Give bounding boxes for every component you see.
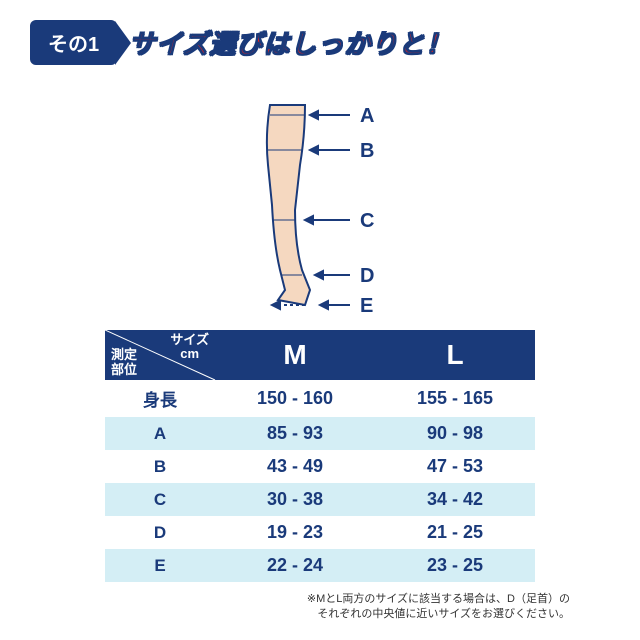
cell-l: 23 - 25: [375, 549, 535, 582]
cell-m: 19 - 23: [215, 516, 375, 549]
row-label: D: [105, 516, 215, 549]
page-title: サイズ選びはしっかりと！: [129, 24, 452, 61]
row-label: E: [105, 549, 215, 582]
header-row: その1 サイズ選びはしっかりと！: [30, 20, 610, 65]
measurement-labels: A B C D E: [360, 105, 374, 315]
cell-l: 34 - 42: [375, 483, 535, 516]
diagonal-line: [105, 330, 405, 480]
size-table-wrap: サイズ cm 測定部位 M L 身長 150 - 160 155 - 165 A…: [30, 330, 610, 582]
leg-diagram: A B C D E: [30, 95, 610, 315]
footnote-line1: ※MとL両方のサイズに該当する場合は、D（足首）の: [307, 593, 570, 605]
label-b: B: [360, 140, 374, 162]
label-e: E: [360, 295, 373, 315]
table-row: C 30 - 38 34 - 42: [105, 483, 535, 516]
cell-l: 21 - 25: [375, 516, 535, 549]
corner-bottom-label: 測定部位: [111, 348, 137, 377]
table-header-row: サイズ cm 測定部位 M L: [105, 330, 535, 380]
label-d: D: [360, 265, 374, 287]
row-label: C: [105, 483, 215, 516]
cell-m: 22 - 24: [215, 549, 375, 582]
label-c: C: [360, 210, 374, 232]
leg-svg: A B C D E: [210, 95, 430, 315]
corner-top-label: サイズ cm: [170, 333, 209, 362]
label-a: A: [360, 105, 374, 127]
section-badge: その1: [30, 20, 117, 65]
size-table: サイズ cm 測定部位 M L 身長 150 - 160 155 - 165 A…: [105, 330, 535, 582]
table-row: E 22 - 24 23 - 25: [105, 549, 535, 582]
footnote: ※MとL両方のサイズに該当する場合は、D（足首）の それぞれの中央値に近いサイズ…: [30, 592, 610, 623]
cell-m: 30 - 38: [215, 483, 375, 516]
footnote-line2: それぞれの中央値に近いサイズをお選びください。: [317, 608, 570, 620]
table-row: D 19 - 23 21 - 25: [105, 516, 535, 549]
badge-text: その1: [48, 34, 99, 56]
th-corner: サイズ cm 測定部位: [105, 330, 215, 380]
